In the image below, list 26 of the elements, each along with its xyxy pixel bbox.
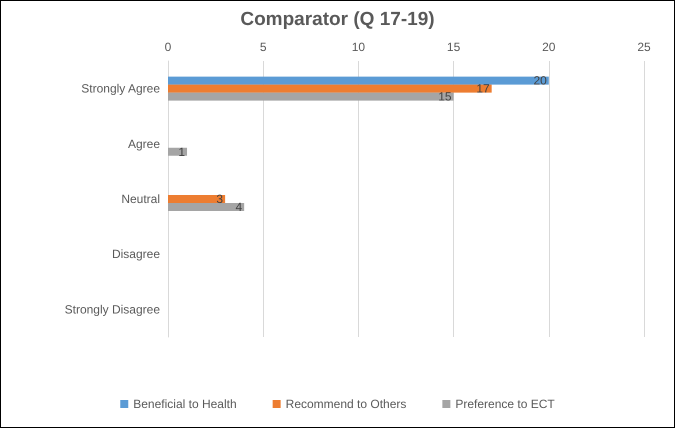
y-tick-label: Disagree <box>112 247 160 262</box>
y-tick-label: Neutral <box>121 192 160 206</box>
data-label: 1 <box>178 144 186 159</box>
legend-label: Beneficial to Health <box>133 397 237 411</box>
data-label: 15 <box>438 90 452 104</box>
x-tick-label: 5 <box>260 40 267 54</box>
data-label: 20 <box>533 74 548 88</box>
bar <box>168 92 454 101</box>
x-tick-label: 10 <box>352 40 366 54</box>
x-tick-label: 20 <box>542 40 556 54</box>
bar <box>168 195 226 203</box>
x-tick-label: 15 <box>446 40 461 54</box>
y-tick-label: Strongly Disagree <box>64 302 160 316</box>
x-tick-label: 0 <box>164 40 172 54</box>
bar <box>168 203 244 211</box>
legend-label: Preference to ECT <box>455 397 556 411</box>
y-tick-label: Strongly Agree <box>81 82 160 96</box>
data-label: 4 <box>235 200 242 214</box>
legend-label: Recommend to Others <box>286 397 406 411</box>
bar <box>168 84 492 93</box>
data-label: 17 <box>476 82 490 96</box>
bar <box>168 76 549 85</box>
y-tick-label: Agree <box>128 136 160 151</box>
chart-title: Comparator (Q 17-19) <box>240 9 435 30</box>
x-tick-label: 25 <box>637 40 651 54</box>
data-label: 3 <box>216 192 224 206</box>
